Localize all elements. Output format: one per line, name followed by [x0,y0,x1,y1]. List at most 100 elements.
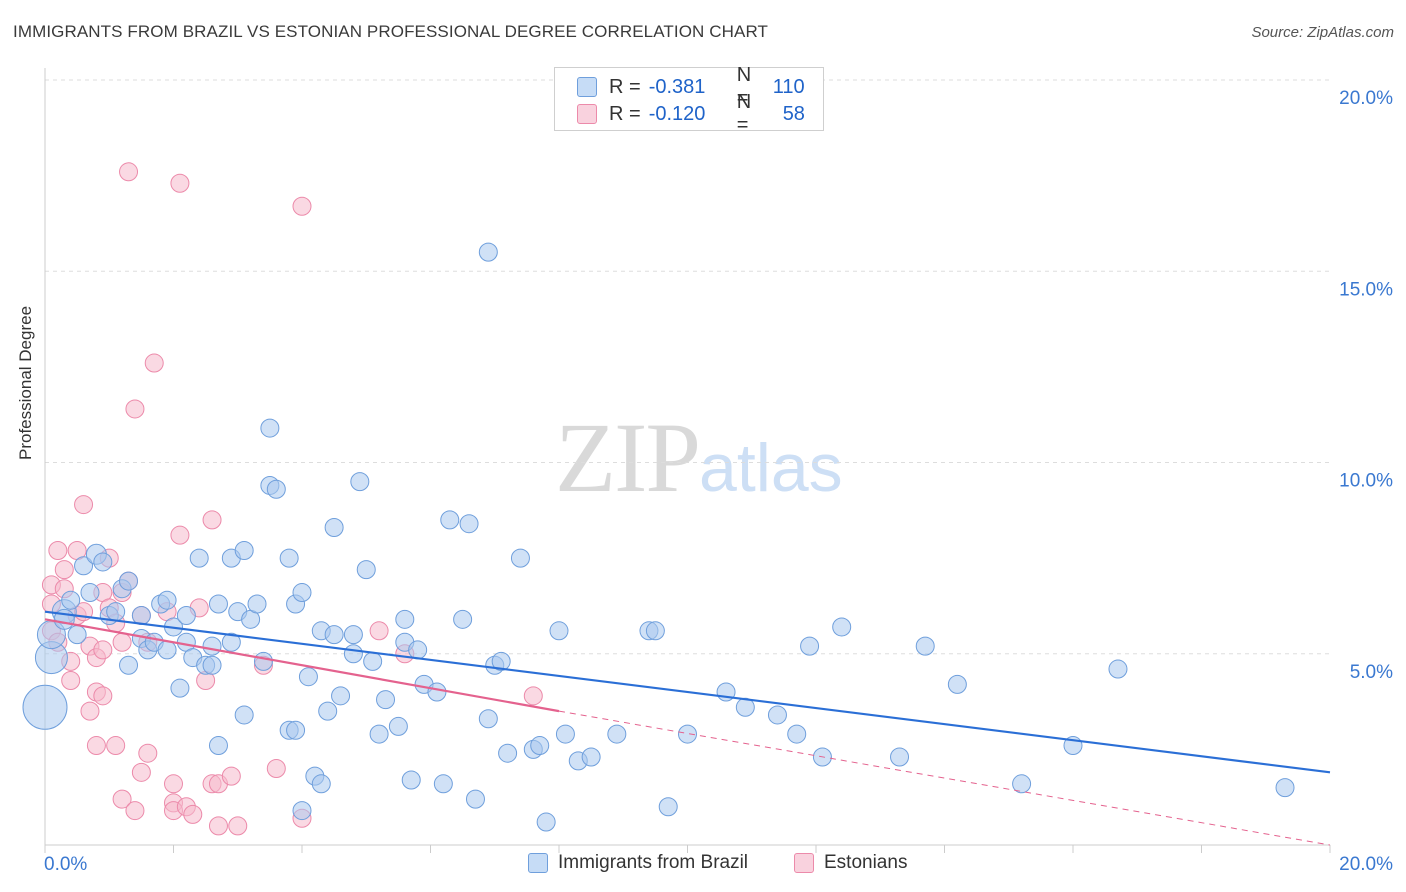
brazil-point [170,678,190,698]
brazil-point [279,548,299,568]
brazil-point [286,720,306,740]
brazil-point [253,651,273,671]
trend-lines [44,610,1331,846]
y-tick-label: 10.0% [1339,471,1393,492]
brazil-point [478,709,498,729]
estonians-point [74,495,94,515]
estonians-point [61,671,81,691]
brazil-point [465,789,485,809]
brazil-point [356,560,376,580]
legend-item-estonians[interactable]: Estonians [794,852,907,874]
brazil-points [22,242,1295,832]
brazil-point [787,724,807,744]
brazil-point [530,736,550,756]
brazil-point [67,625,87,645]
chart-title: IMMIGRANTS FROM BRAZIL VS ESTONIAN PROFE… [13,22,768,41]
brazil-trend-line [44,610,1331,774]
brazil-point [343,625,363,645]
estonians-point [112,789,132,809]
watermark-zip: ZIP [555,402,701,513]
brazil-point [131,606,151,625]
legend-swatch-pink [577,104,597,124]
brazil-point [324,625,344,645]
brazil-point [581,747,601,767]
legend-n-value: 110 [772,75,805,98]
legend-row-brazil: R = -0.381 N = 110 [577,64,805,109]
brazil-point [234,705,254,725]
brazil-point [453,609,473,629]
y-tick-label: 15.0% [1339,279,1393,300]
estonians-point [86,736,106,756]
brazil-point [80,583,100,603]
brazil-point [363,651,383,671]
brazil-point [208,736,228,756]
brazil-point [221,632,241,652]
legend-swatch-pink [794,853,814,873]
brazil-point [208,594,228,614]
brazil-point [395,609,415,629]
estonians-point [523,686,543,706]
legend-r-value: -0.381 [648,75,706,98]
legend-item-brazil[interactable]: Immigrants from Brazil [528,852,748,874]
estonians-trend-line [44,618,560,713]
brazil-point [260,418,280,438]
estonians-point [125,801,145,821]
legend-swatch-blue [577,77,597,97]
brazil-point [157,590,177,610]
estonians-point [80,701,100,721]
brazil-point [440,510,460,530]
brazil-point [1012,774,1032,794]
brazil-point [401,770,421,790]
brazil-point [22,684,68,730]
brazil-point [157,640,177,660]
brazil-point [266,479,286,499]
estonians-point [164,774,183,794]
estonians-point [144,353,164,373]
grid-lines [45,79,1330,655]
series-legend: Immigrants from Brazil Estonians [0,852,1406,878]
estonians-point [228,816,248,836]
legend-label-brazil: Immigrants from Brazil [558,852,749,873]
legend-n-value: 58 [782,102,805,125]
legend-swatch-blue [528,853,548,873]
brazil-point [119,571,139,591]
brazil-point [176,606,196,625]
x-tick-label: 20.0% [1339,854,1393,875]
brazil-point [478,242,498,262]
brazil-point [433,774,453,794]
brazil-point [678,724,697,744]
brazil-point [800,636,820,656]
brazil-point [947,674,967,694]
estonians-point [106,736,126,756]
legend-row-estonians: R = -0.120 N = 58 [577,91,805,136]
estonians-point [266,759,286,778]
brazil-point [189,548,209,568]
estonians-point [112,632,132,652]
y-axis-label: Professional Degree [16,305,35,460]
y-tick-label: 5.0% [1350,662,1393,683]
estonians-point [54,560,74,580]
legend-r-label: R = [609,102,641,125]
y-tick-label: 20.0% [1339,88,1393,109]
estonians-point [48,540,68,560]
brazil-point [331,686,351,706]
brazil-point [607,724,627,744]
brazil-point [292,583,312,603]
brazil-point [369,724,389,744]
estonians-point [208,816,228,836]
brazil-point [1275,778,1295,798]
brazil-point [510,548,530,568]
brazil-point [459,514,479,534]
estonians-point [183,804,203,824]
brazil-point [202,655,222,675]
brazil-point [427,682,447,702]
brazil-point [890,747,910,767]
legend-r-label: R = [609,75,641,98]
estonians-point [119,162,139,182]
brazil-point [247,594,267,614]
brazil-point [318,701,338,721]
brazil-point [202,636,222,656]
estonians-point [292,196,312,216]
brazil-point [832,617,852,637]
estonians-point [221,766,241,786]
